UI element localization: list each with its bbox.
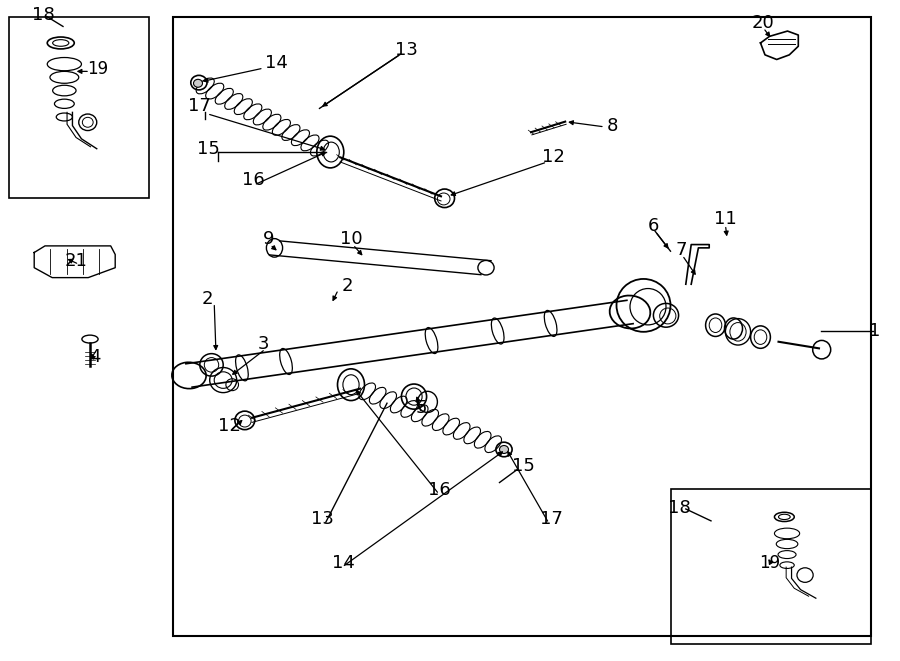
Bar (9, 17, 148, 198)
Text: 15: 15 (512, 457, 535, 475)
Text: 2: 2 (202, 290, 212, 308)
Text: 17: 17 (188, 97, 212, 115)
Text: 8: 8 (607, 116, 617, 135)
Text: 6: 6 (648, 217, 659, 235)
Text: 21: 21 (65, 252, 88, 270)
Text: 16: 16 (428, 481, 451, 500)
Bar (173, 17, 871, 636)
Text: 13: 13 (310, 510, 334, 528)
Text: 19: 19 (759, 554, 780, 572)
Text: 20: 20 (752, 14, 775, 32)
Text: 7: 7 (676, 241, 687, 259)
Ellipse shape (194, 79, 202, 87)
Text: 11: 11 (714, 210, 737, 229)
Text: 3: 3 (258, 334, 269, 353)
Text: 1: 1 (869, 321, 880, 340)
Text: 12: 12 (218, 417, 241, 436)
Text: 16: 16 (242, 171, 266, 189)
Ellipse shape (500, 446, 508, 453)
Text: 12: 12 (542, 148, 565, 167)
Text: 17: 17 (540, 510, 563, 528)
Text: 14: 14 (265, 54, 288, 72)
Text: 5: 5 (416, 399, 427, 418)
Text: 9: 9 (263, 230, 274, 249)
Text: 18: 18 (32, 5, 55, 24)
Text: 10: 10 (339, 230, 363, 249)
Text: 18: 18 (668, 498, 691, 517)
Text: 19: 19 (86, 60, 108, 79)
Text: 14: 14 (332, 554, 356, 572)
Text: 4: 4 (89, 348, 100, 366)
Bar (670, 489, 871, 644)
Text: 2: 2 (342, 276, 353, 295)
Text: 15: 15 (197, 139, 220, 158)
Text: 13: 13 (395, 40, 419, 59)
